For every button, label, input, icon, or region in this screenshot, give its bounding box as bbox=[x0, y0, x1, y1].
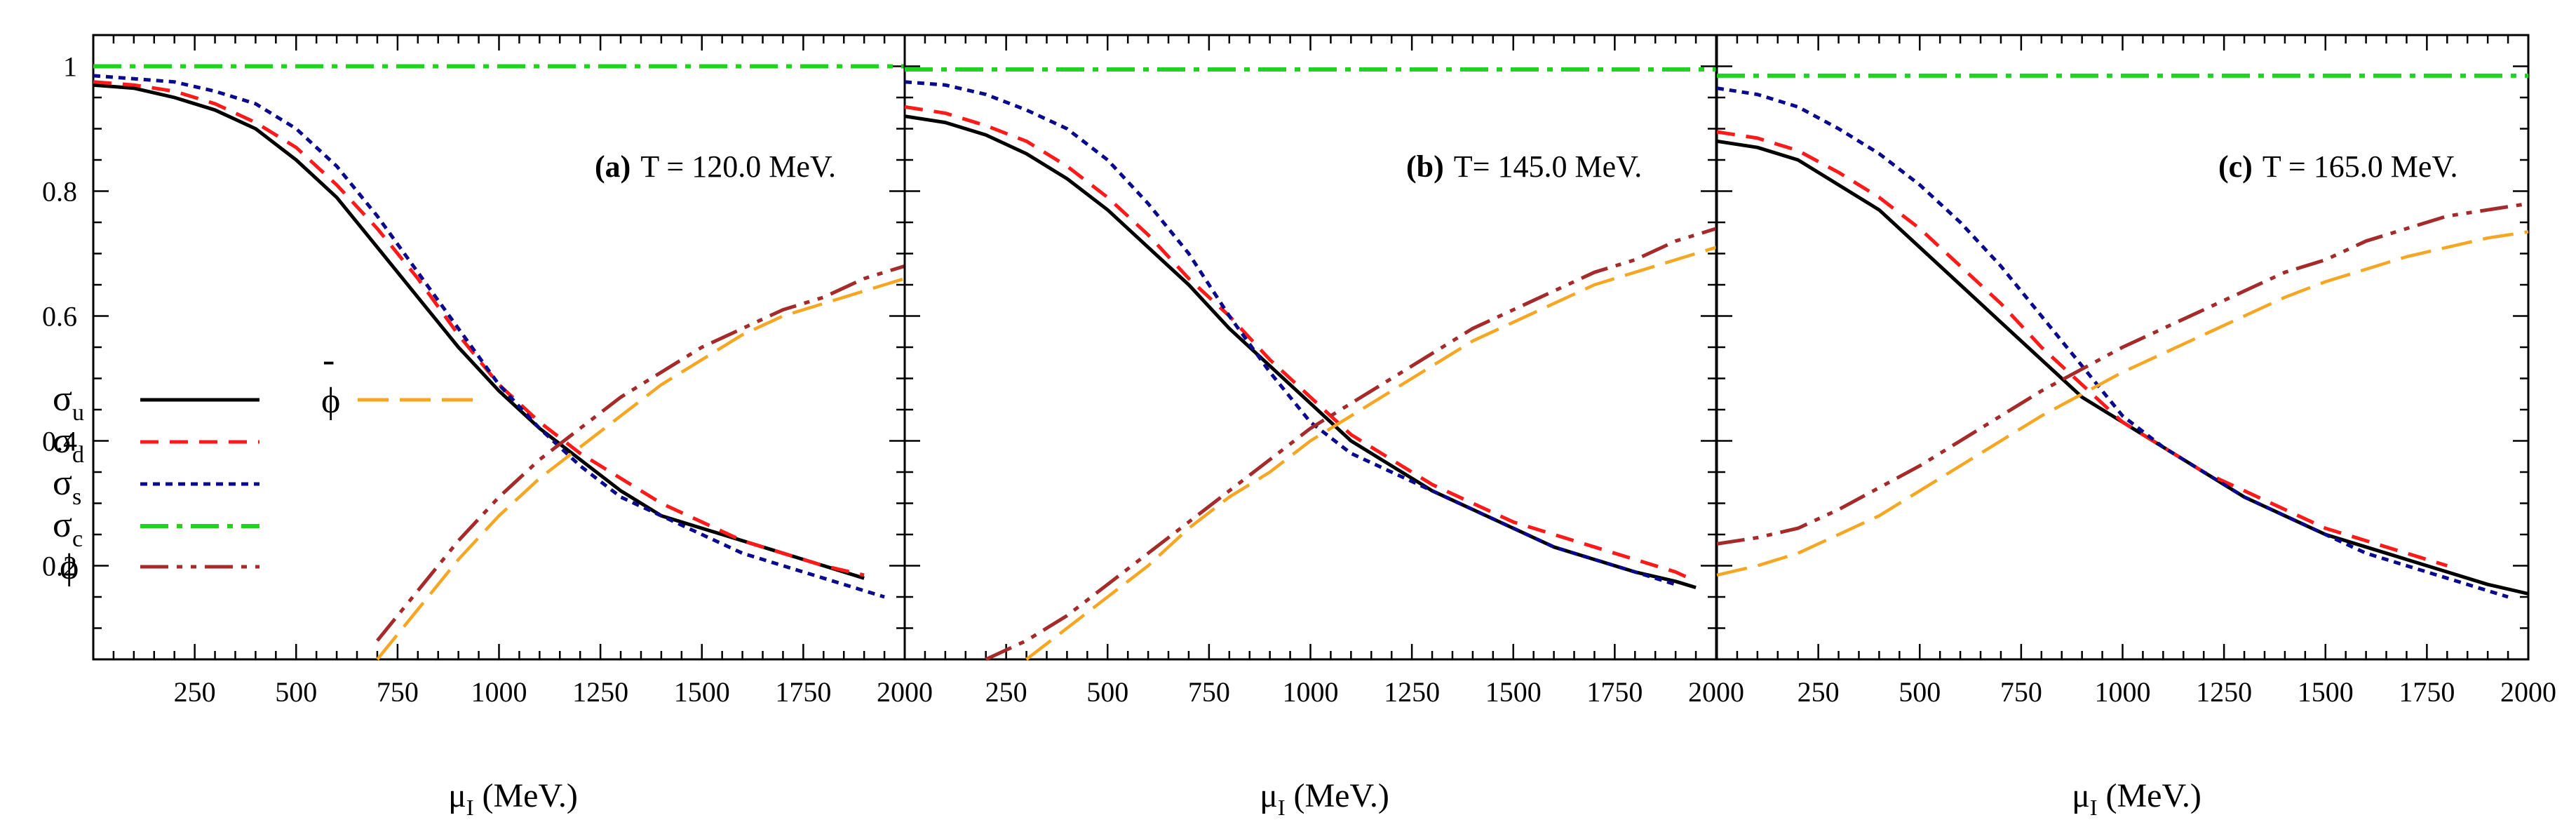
y-tick-label: 1 bbox=[63, 51, 77, 83]
x-tick-label: 1250 bbox=[2196, 676, 2252, 708]
legend-sigma-c-symbol: σc bbox=[53, 505, 83, 552]
series-line-phi bbox=[985, 227, 1717, 661]
legend-sigma-d-symbol: σd bbox=[53, 421, 84, 468]
x-tick-label: 1500 bbox=[1485, 676, 1542, 708]
plot-frame bbox=[903, 34, 1718, 661]
panel-annotation: (b) T= 145.0 MeV. bbox=[1406, 149, 1642, 184]
series-line-sigma-s bbox=[904, 80, 1676, 586]
legend-item-phi: ϕ bbox=[60, 547, 259, 587]
legend-item-phibar: - ϕ bbox=[321, 340, 477, 421]
legend: σu σd σs σc ϕ - ϕ bbox=[53, 340, 477, 587]
x-tick-label: 1000 bbox=[471, 676, 527, 708]
series-line-sigma-s bbox=[1716, 86, 2509, 599]
y-tick-label: 0.4 bbox=[42, 426, 77, 457]
legend-sigma-s-symbol: σs bbox=[53, 463, 81, 510]
x-tick-label: 1250 bbox=[1384, 676, 1440, 708]
panel-c: 250 500 750 1000 1250 1500 1750 2000 μI (MeV.) (c… bbox=[1715, 34, 2556, 820]
x-tick-label: 250 bbox=[1798, 676, 1840, 708]
series-line-phi bbox=[1716, 201, 2529, 546]
x-tick-label: 500 bbox=[275, 676, 317, 708]
series-line-sigma-d bbox=[1716, 130, 2448, 567]
x-tick-label: 1250 bbox=[572, 676, 628, 708]
legend-item-sigma-d: σd bbox=[53, 421, 259, 468]
series-line-sigma-u bbox=[1716, 139, 2529, 596]
series-line-phibar bbox=[376, 276, 905, 661]
x-tick-label: 1000 bbox=[2095, 676, 2151, 708]
x-tick-label: 1500 bbox=[2298, 676, 2354, 708]
panel-a: 250 500 750 1000 1250 1500 1750 2000 0.2 0.4 0.6 0.… bbox=[42, 34, 933, 820]
legend-item-sigma-u: σu bbox=[53, 379, 259, 426]
series-line-sigma-u bbox=[904, 114, 1697, 589]
x-axis-title: μI (MeV.) bbox=[448, 777, 578, 820]
x-tick-label: 1750 bbox=[1586, 676, 1643, 708]
y-tick-label: 0.6 bbox=[42, 301, 77, 332]
series-line-sigma-d bbox=[904, 105, 1697, 584]
series-line-sigma-d bbox=[93, 80, 865, 577]
y-tick-label: 0.2 bbox=[42, 551, 77, 582]
y-tick-label: 0.8 bbox=[42, 176, 77, 208]
x-tick-label: 1000 bbox=[1283, 676, 1339, 708]
panel-b: 250 500 750 1000 1250 1500 1750 2000 μI (MeV.) (b… bbox=[903, 34, 1744, 820]
x-tick-label: 2000 bbox=[1688, 676, 1744, 708]
legend-item-sigma-s: σs bbox=[53, 463, 259, 510]
x-tick-label: 750 bbox=[1188, 676, 1230, 708]
x-tick-label: 1500 bbox=[674, 676, 730, 708]
series-line-phibar bbox=[1716, 230, 2529, 577]
legend-item-sigma-c: σc bbox=[53, 505, 259, 552]
x-tick-label: 500 bbox=[1899, 676, 1941, 708]
x-tick-label: 500 bbox=[1086, 676, 1128, 708]
legend-phi-symbol: ϕ bbox=[60, 547, 79, 587]
x-axis-title: μI (MeV.) bbox=[2072, 777, 2201, 820]
legend-sigma-u-symbol: σu bbox=[53, 379, 84, 426]
x-tick-label: 2000 bbox=[2500, 676, 2556, 708]
x-tick-label: 1750 bbox=[2399, 676, 2455, 708]
x-tick-label: 250 bbox=[985, 676, 1027, 708]
series-line-phi bbox=[376, 264, 905, 642]
x-tick-label: 1750 bbox=[775, 676, 831, 708]
x-axis-title: μI (MeV.) bbox=[1260, 777, 1389, 820]
panel-annotation: (c) T = 165.0 MeV. bbox=[2218, 149, 2458, 184]
legend-phibar-bar: - bbox=[323, 340, 335, 380]
series-line-phibar bbox=[1025, 246, 1717, 661]
legend-phibar-symbol: ϕ bbox=[321, 381, 340, 421]
x-tick-label: 750 bbox=[377, 676, 419, 708]
x-tick-label: 250 bbox=[174, 676, 216, 708]
x-tick-label: 2000 bbox=[877, 676, 933, 708]
panel-annotation: (a) T = 120.0 MeV. bbox=[595, 149, 836, 184]
x-tick-label: 750 bbox=[2000, 676, 2042, 708]
